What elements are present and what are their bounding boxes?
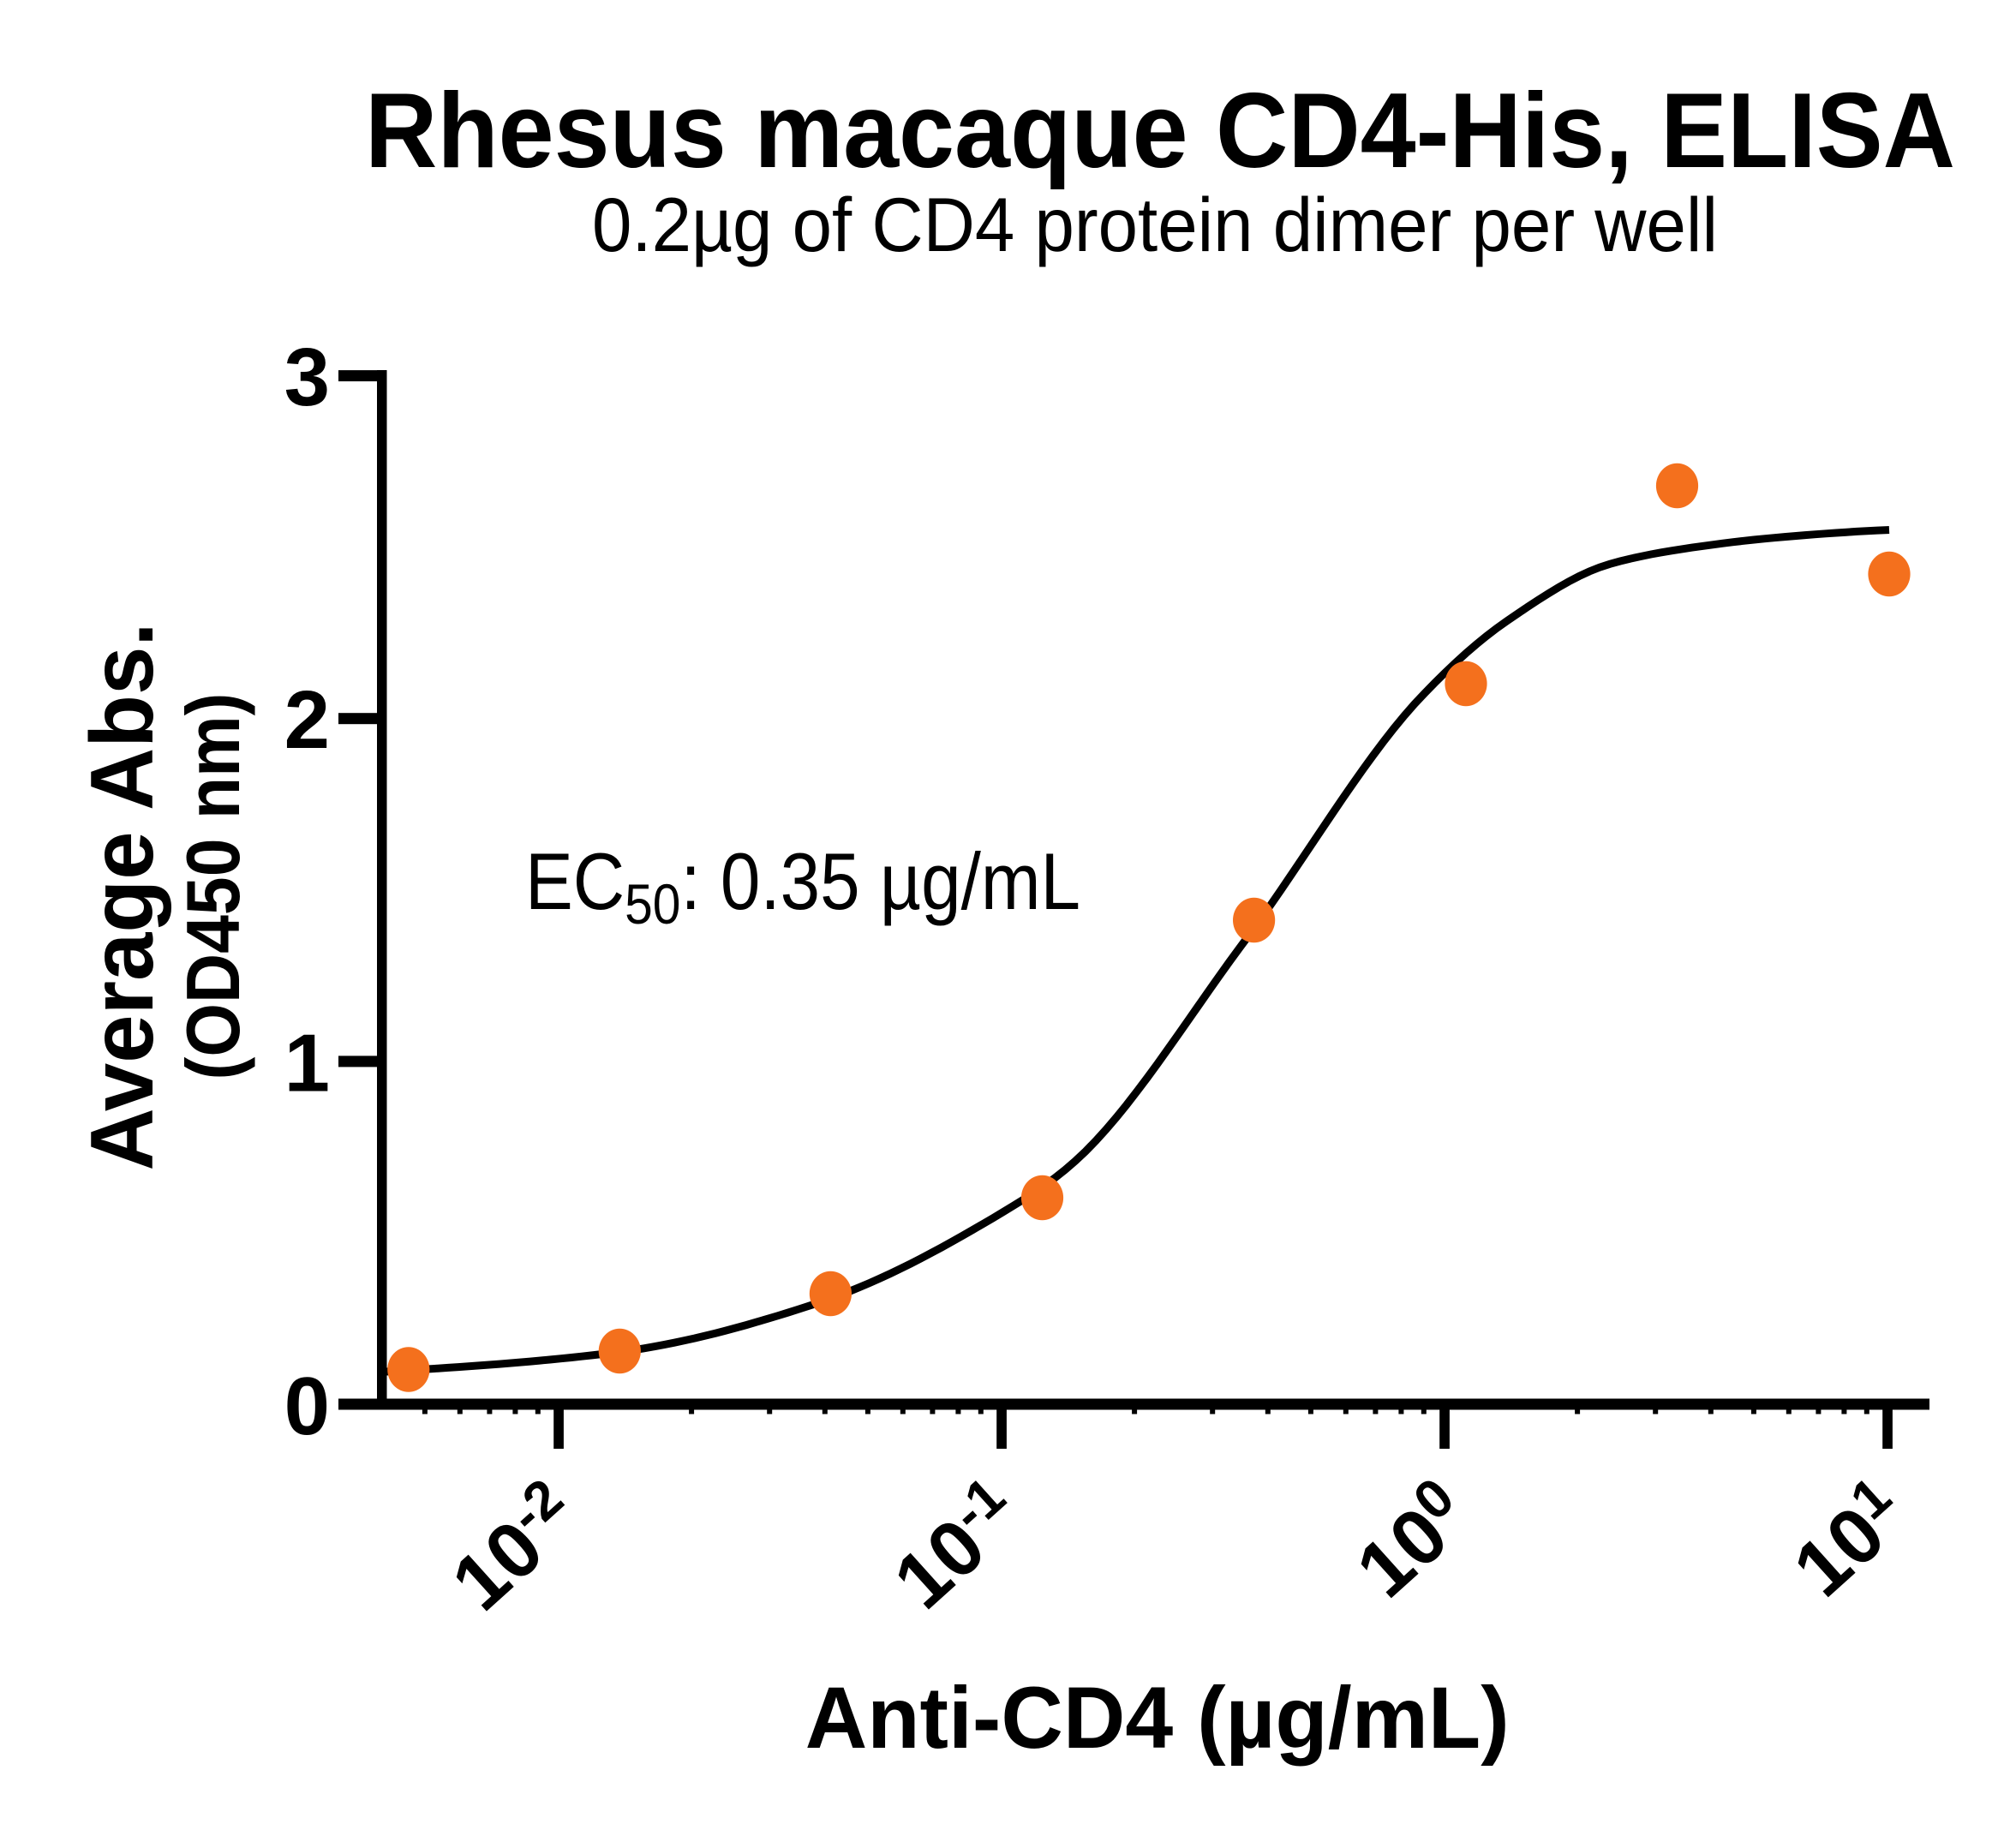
svg-text:3: 3	[284, 332, 330, 423]
svg-text:Anti-CD4 (µg/mL): Anti-CD4 (µg/mL)	[805, 1669, 1510, 1767]
svg-text:(OD450 nm): (OD450 nm)	[170, 693, 255, 1080]
svg-text:2: 2	[284, 674, 330, 766]
svg-text:Rhesus macaque CD4-His, ELISA: Rhesus macaque CD4-His, ELISA	[365, 72, 1955, 190]
svg-text:1: 1	[284, 1018, 330, 1109]
svg-text:0: 0	[284, 1361, 330, 1452]
svg-text:0.2µg of CD4 protein dimer per: 0.2µg of CD4 protein dimer per well	[592, 182, 1718, 267]
svg-text:Average Abs.: Average Abs.	[73, 623, 172, 1171]
svg-text:EC50: 0.35 µg/mL: EC50: 0.35 µg/mL	[525, 836, 1080, 936]
